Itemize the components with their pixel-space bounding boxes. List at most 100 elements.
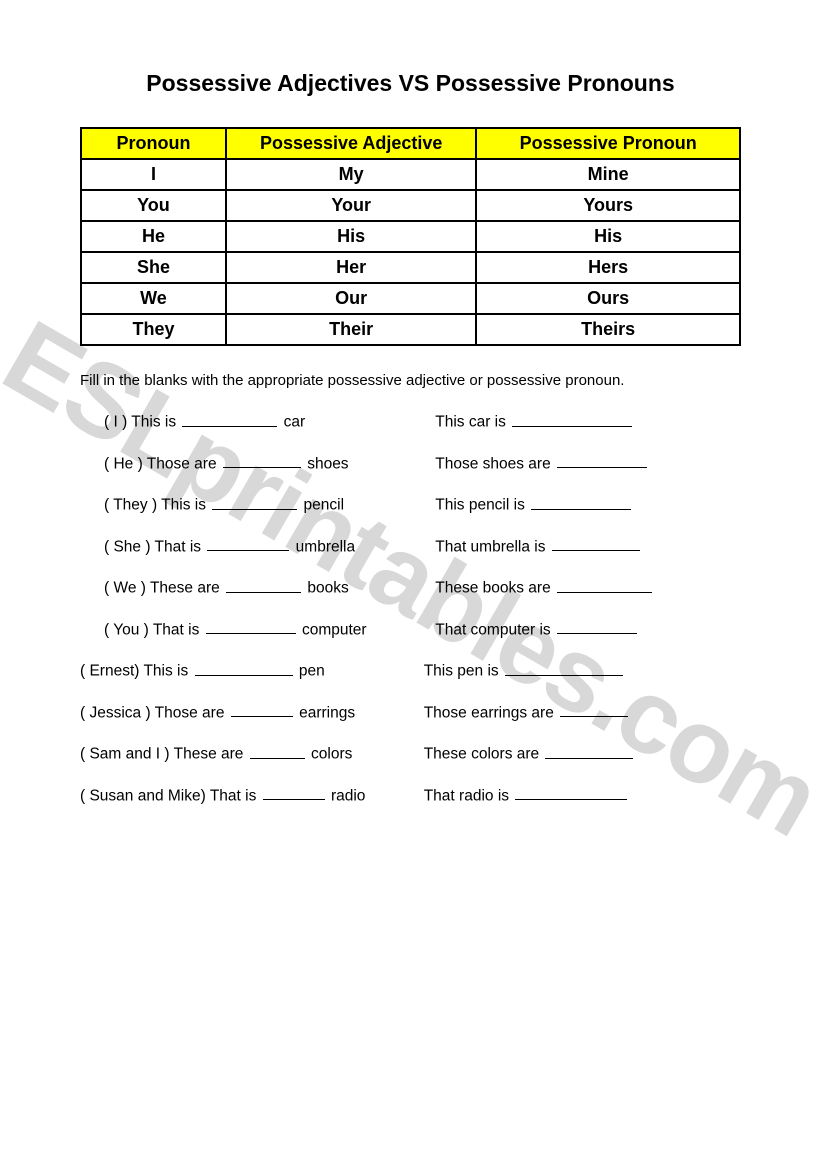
table-row: IMyMine <box>81 159 740 190</box>
exercise-text: pencil <box>299 497 344 514</box>
exercise-text: Those shoes are <box>435 455 555 472</box>
exercise-text: This is <box>143 663 192 680</box>
exercise-text: These are <box>150 580 224 597</box>
table-cell: Your <box>226 190 476 221</box>
worksheet-page: Possessive Adjectives VS Possessive Pron… <box>0 0 821 866</box>
exercise-text: books <box>303 580 349 597</box>
blank-input[interactable] <box>552 536 640 552</box>
table-cell: Theirs <box>476 314 740 345</box>
exercise-text: These books are <box>435 580 555 597</box>
exercise-cue: ( Jessica ) <box>80 704 155 721</box>
table-row: SheHerHers <box>81 252 740 283</box>
blank-input[interactable] <box>223 453 301 469</box>
exercise-left: ( Jessica ) Those are earrings <box>80 702 424 723</box>
exercise-text: umbrella <box>291 538 355 555</box>
blank-input[interactable] <box>512 411 632 427</box>
exercise-right: This pen is <box>424 660 741 681</box>
blank-input[interactable] <box>250 743 305 759</box>
table-cell: They <box>81 314 226 345</box>
exercise-text: These colors are <box>424 746 544 763</box>
blank-input[interactable] <box>195 660 293 676</box>
table-cell: We <box>81 283 226 314</box>
blank-input[interactable] <box>557 577 652 593</box>
exercise-row: ( Sam and I ) These are colorsThese colo… <box>80 743 741 764</box>
exercise-left: ( Susan and Mike) That is radio <box>80 785 424 806</box>
exercise-cue: ( Ernest) <box>80 663 143 680</box>
exercise-cue: ( Susan and Mike) <box>80 787 210 804</box>
table-cell: Their <box>226 314 476 345</box>
table-header-row: Pronoun Possessive Adjective Possessive … <box>81 128 740 159</box>
exercise-left: ( He ) Those are shoes <box>104 453 435 474</box>
exercise-list: ( I ) This is carThis car is ( He ) Thos… <box>80 411 741 805</box>
exercise-right: This pencil is <box>435 494 741 515</box>
table-cell: Our <box>226 283 476 314</box>
exercise-right: That radio is <box>424 785 741 806</box>
exercise-left: ( We ) These are books <box>104 577 435 598</box>
instructions: Fill in the blanks with the appropriate … <box>80 372 741 389</box>
blank-input[interactable] <box>505 660 623 676</box>
blank-input[interactable] <box>206 619 296 635</box>
blank-input[interactable] <box>545 743 633 759</box>
header-possessive-adjective: Possessive Adjective <box>226 128 476 159</box>
exercise-text: radio <box>327 787 366 804</box>
exercise-right: That computer is <box>435 619 741 640</box>
table-cell: I <box>81 159 226 190</box>
table-cell: Ours <box>476 283 740 314</box>
blank-input[interactable] <box>531 494 631 510</box>
exercise-left: ( Sam and I ) These are colors <box>80 743 424 764</box>
exercise-text: These are <box>174 746 248 763</box>
exercise-row: ( I ) This is carThis car is <box>80 411 741 432</box>
table-cell: He <box>81 221 226 252</box>
exercise-text: Those are <box>147 455 221 472</box>
blank-input[interactable] <box>212 494 297 510</box>
exercise-text: Those are <box>155 704 229 721</box>
exercise-right: That umbrella is <box>435 536 741 557</box>
exercise-cue: ( He ) <box>104 455 147 472</box>
exercise-left: ( I ) This is car <box>104 411 435 432</box>
reference-table: Pronoun Possessive Adjective Possessive … <box>80 127 741 346</box>
exercise-right: This car is <box>435 411 741 432</box>
blank-input[interactable] <box>207 536 289 552</box>
table-row: HeHisHis <box>81 221 740 252</box>
header-pronoun: Pronoun <box>81 128 226 159</box>
exercise-right: Those shoes are <box>435 453 741 474</box>
exercise-text: This pencil is <box>435 497 529 514</box>
blank-input[interactable] <box>557 619 637 635</box>
exercise-row: ( Ernest) This is penThis pen is <box>80 660 741 681</box>
exercise-left: ( You ) That is computer <box>104 619 435 640</box>
exercise-cue: ( Sam and I ) <box>80 746 174 763</box>
blank-input[interactable] <box>231 702 293 718</box>
blank-input[interactable] <box>557 453 647 469</box>
exercise-cue: ( She ) <box>104 538 155 555</box>
table-cell: Mine <box>476 159 740 190</box>
exercise-text: shoes <box>303 455 349 472</box>
blank-input[interactable] <box>226 577 301 593</box>
exercise-cue: ( I ) <box>104 414 131 431</box>
page-title: Possessive Adjectives VS Possessive Pron… <box>80 70 741 97</box>
exercise-text: That is <box>153 621 204 638</box>
exercise-cue: ( We ) <box>104 580 150 597</box>
exercise-left: ( Ernest) This is pen <box>80 660 424 681</box>
exercise-text: pen <box>295 663 325 680</box>
table-row: TheyTheirTheirs <box>81 314 740 345</box>
exercise-right: Those earrings are <box>424 702 741 723</box>
blank-input[interactable] <box>515 785 627 801</box>
blank-input[interactable] <box>263 785 325 801</box>
header-possessive-pronoun: Possessive Pronoun <box>476 128 740 159</box>
exercise-row: ( She ) That is umbrellaThat umbrella is <box>80 536 741 557</box>
table-cell: My <box>226 159 476 190</box>
blank-input[interactable] <box>182 411 277 427</box>
exercise-text: That umbrella is <box>435 538 550 555</box>
exercise-left: ( She ) That is umbrella <box>104 536 435 557</box>
exercise-text: This is <box>131 414 180 431</box>
table-row: YouYourYours <box>81 190 740 221</box>
exercise-text: computer <box>298 621 367 638</box>
exercise-text: That is <box>210 787 261 804</box>
exercise-left: ( They ) This is pencil <box>104 494 435 515</box>
blank-input[interactable] <box>560 702 628 718</box>
table-cell: Her <box>226 252 476 283</box>
exercise-cue: ( You ) <box>104 621 153 638</box>
exercise-text: That is <box>155 538 206 555</box>
exercise-text: This car is <box>435 414 510 431</box>
exercise-text: That radio is <box>424 787 514 804</box>
